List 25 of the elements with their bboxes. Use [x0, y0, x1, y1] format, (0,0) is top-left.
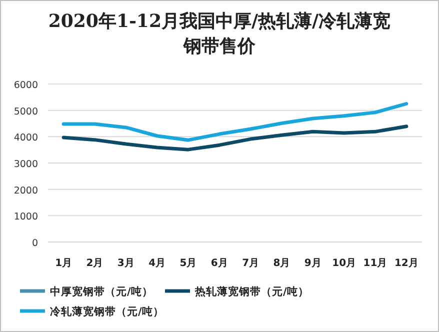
y-tick-label: 2000 [14, 185, 38, 196]
x-tick-label: 10月 [332, 258, 356, 269]
x-tick-label: 9月 [304, 258, 322, 269]
legend-label: 热轧薄宽钢带（元/吨） [194, 285, 309, 298]
x-tick-label: 4月 [148, 258, 166, 269]
y-tick-label: 3000 [14, 159, 38, 170]
x-tick-label: 3月 [117, 258, 134, 269]
x-tick-label: 5月 [180, 258, 197, 269]
line-series [62, 124, 408, 152]
x-tick-label: 7月 [242, 258, 260, 269]
line-series [62, 102, 408, 142]
x-tick-label: 1月 [55, 258, 72, 269]
y-tick-label: 6000 [14, 80, 38, 91]
y-tick-label: 0 [32, 238, 38, 249]
y-tick-label: 1000 [14, 212, 38, 223]
y-tick-label: 5000 [14, 106, 38, 118]
x-tick-label: 8月 [273, 258, 290, 269]
x-tick-label: 11月 [363, 258, 388, 269]
legend-label: 冷轧薄宽钢带（元/吨） [50, 305, 164, 318]
x-tick-label: 6月 [210, 258, 228, 269]
y-tick-label: 4000 [14, 132, 38, 144]
x-tick-label: 12月 [394, 258, 418, 269]
x-tick-label: 2月 [86, 258, 104, 269]
chart-title: 2020年1-12月我国中厚/热轧薄/冷轧薄宽钢带售价 [48, 11, 391, 57]
legend-label: 中厚宽钢带（元/吨） [50, 285, 153, 298]
